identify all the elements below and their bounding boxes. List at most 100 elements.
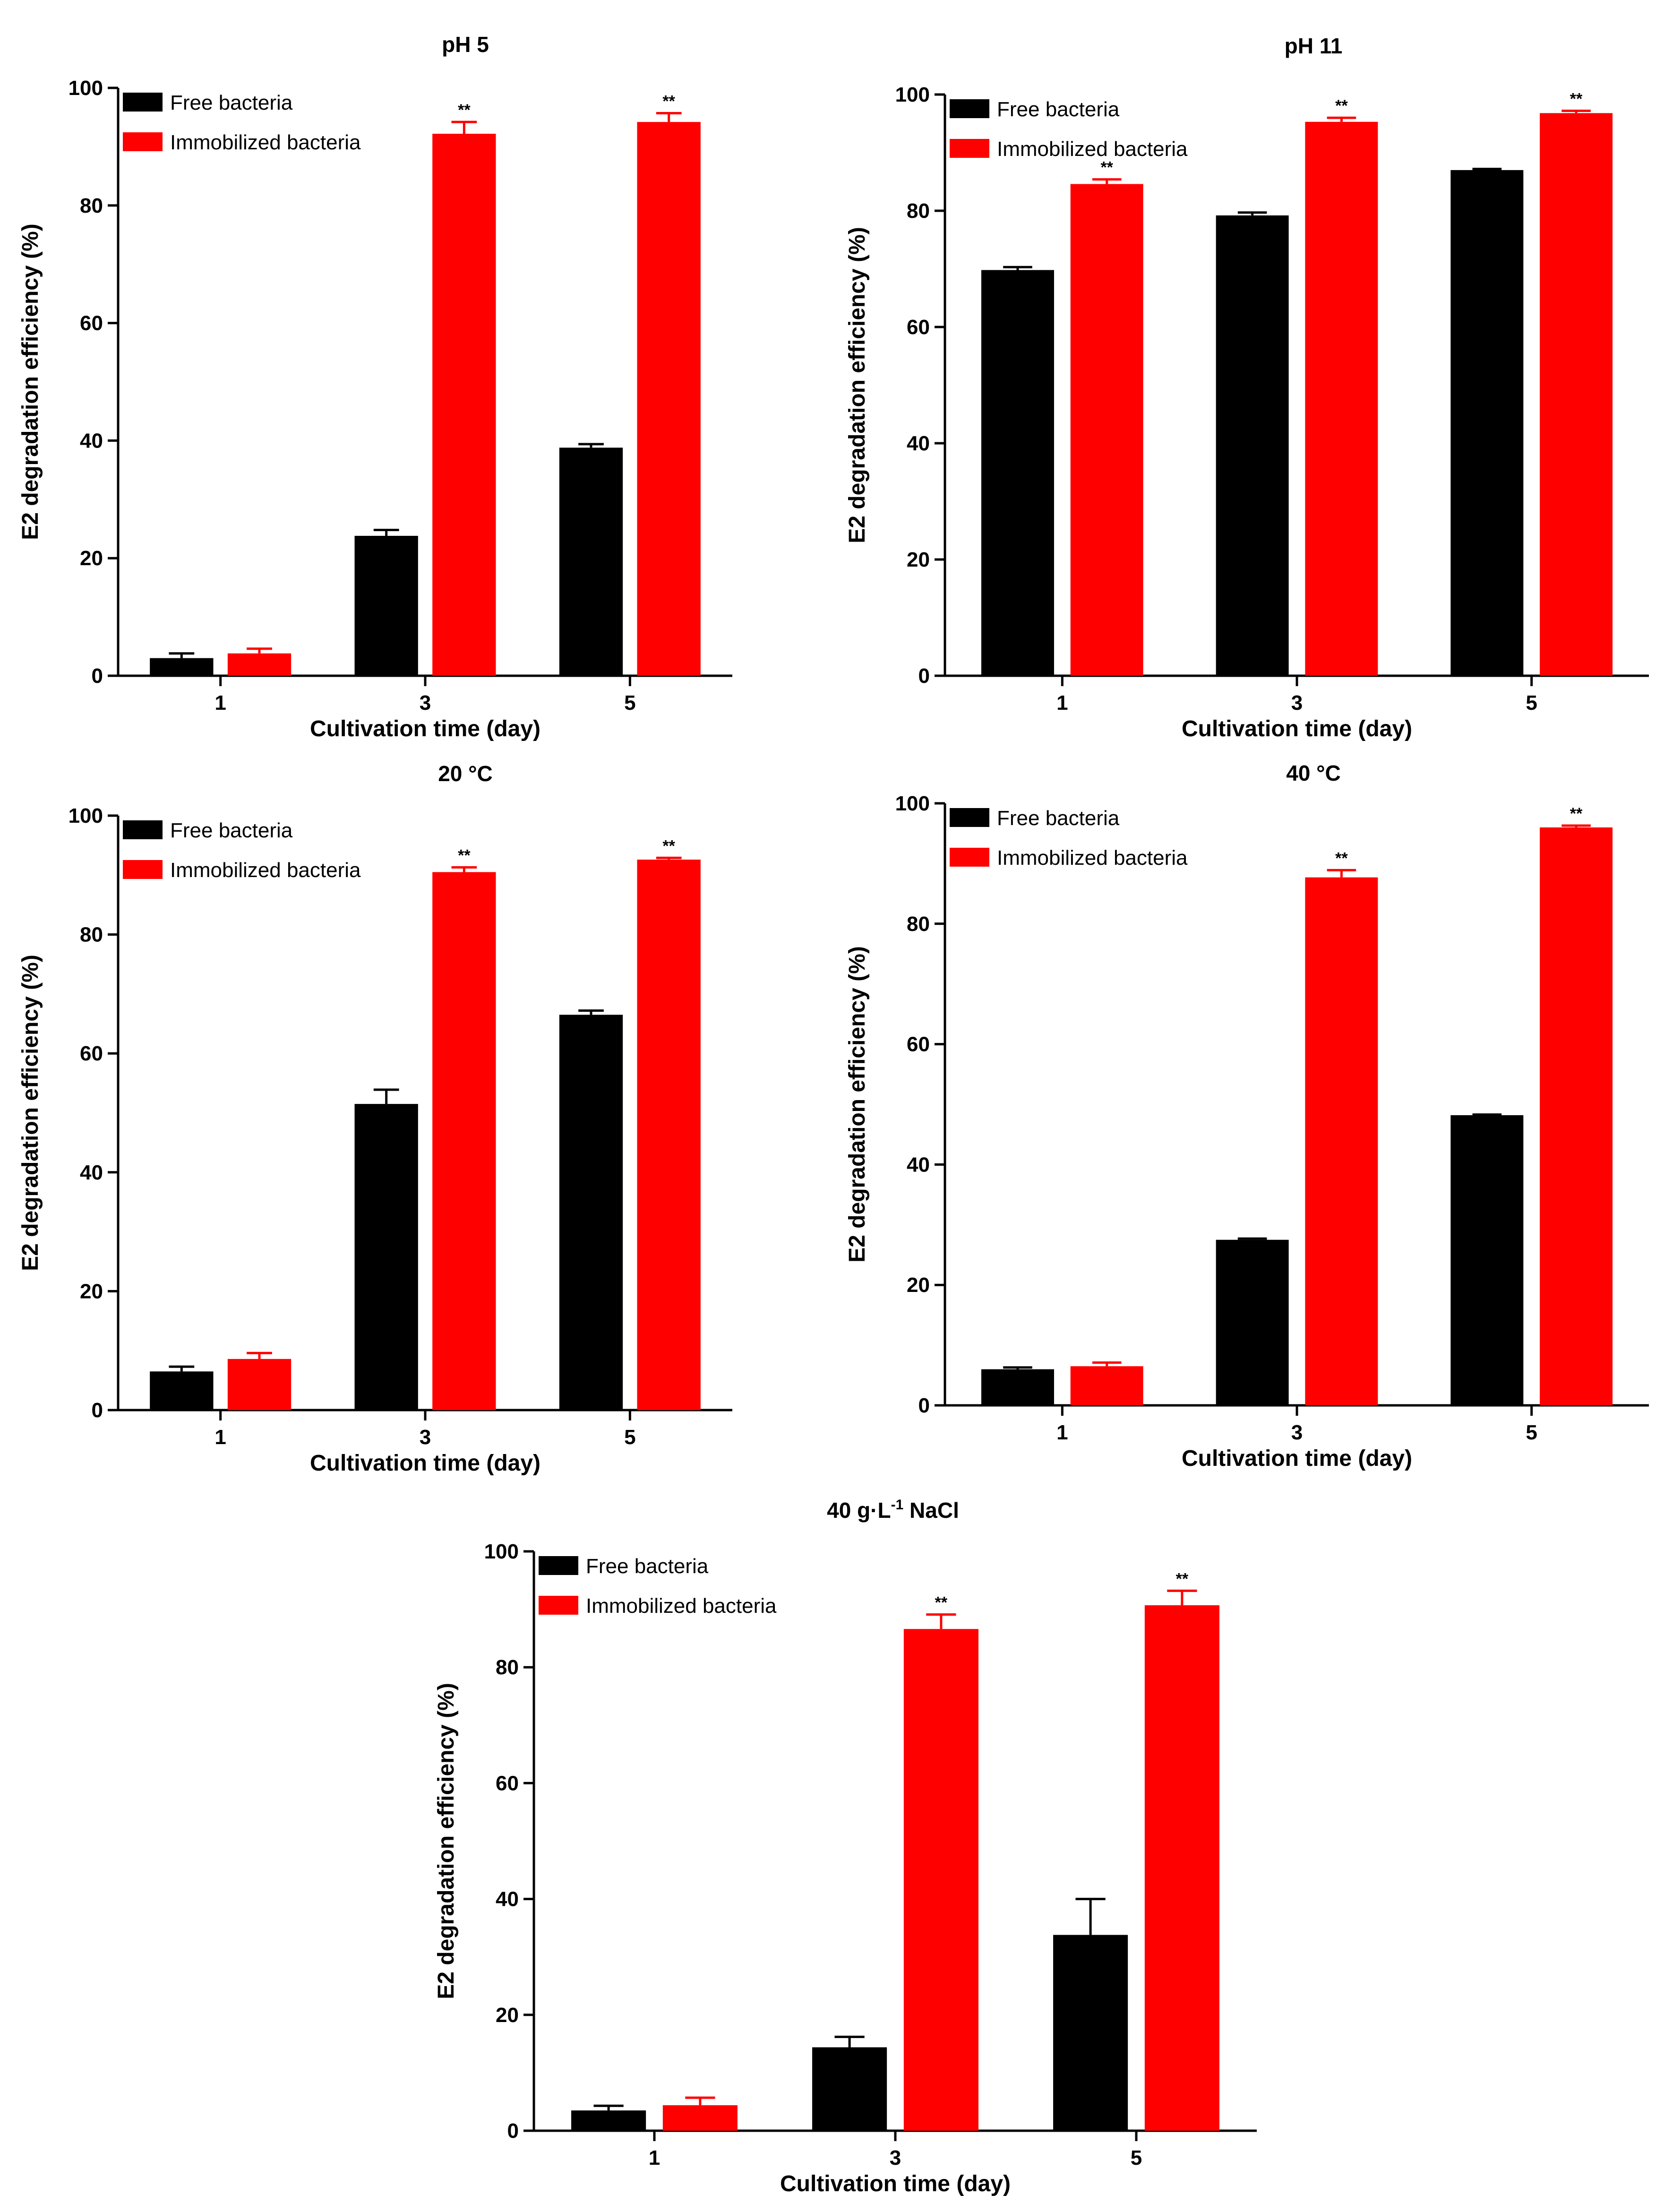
bar-free-bacteria bbox=[354, 1104, 418, 1410]
x-tick-label: 5 bbox=[624, 1426, 635, 1449]
y-tick-label: 100 bbox=[69, 77, 103, 100]
legend-label: Free bacteria bbox=[997, 807, 1120, 830]
significance-marker: ** bbox=[1100, 159, 1113, 177]
significance-marker: ** bbox=[1335, 849, 1348, 867]
y-tick-label: 20 bbox=[496, 2004, 519, 2027]
x-tick-label: 1 bbox=[1056, 691, 1068, 714]
bar-free-bacteria bbox=[571, 2110, 646, 2131]
y-tick-label: 40 bbox=[907, 1153, 930, 1176]
chart-panel: 40 °C 0 20 40 60 80 100 E2 degradation efficien… bbox=[845, 761, 1649, 1471]
legend-swatch-free bbox=[950, 808, 989, 827]
chart-title-main: pH 5 bbox=[442, 32, 489, 57]
x-tick-label: 5 bbox=[1526, 691, 1537, 714]
bar-free-bacteria bbox=[1450, 170, 1524, 676]
bar-immobilized-bacteria bbox=[1070, 184, 1143, 676]
x-tick-label: 5 bbox=[1131, 2146, 1142, 2169]
significance-marker: ** bbox=[662, 92, 675, 110]
x-axis-label: Cultivation time (day) bbox=[310, 716, 541, 741]
y-axis-label: E2 degradation efficiency (%) bbox=[18, 955, 43, 1271]
legend-swatch-free bbox=[123, 820, 163, 839]
legend-label: Immobilized bacteria bbox=[586, 1594, 777, 1618]
y-tick-label: 80 bbox=[907, 199, 930, 223]
y-tick-label: 100 bbox=[895, 83, 930, 106]
bar-immobilized-bacteria bbox=[903, 1629, 978, 2131]
bar-free-bacteria bbox=[981, 270, 1054, 676]
bar-immobilized-bacteria bbox=[227, 1359, 292, 1410]
bar-immobilized-bacteria bbox=[1540, 827, 1613, 1405]
y-tick-label: 40 bbox=[496, 1888, 519, 1911]
y-tick-label: 0 bbox=[918, 1394, 930, 1417]
legend-swatch-free bbox=[950, 99, 989, 118]
y-tick-label: 100 bbox=[484, 1540, 519, 1563]
x-tick-label: 1 bbox=[214, 1426, 226, 1449]
chart-title: 20 °C bbox=[438, 761, 493, 786]
bar-immobilized-bacteria bbox=[1305, 121, 1378, 676]
y-tick-label: 60 bbox=[496, 1772, 519, 1795]
legend-label: Immobilized bacteria bbox=[997, 846, 1188, 869]
legend-swatch-immobilized bbox=[123, 132, 163, 151]
x-axis-label: Cultivation time (day) bbox=[1182, 716, 1412, 741]
chart-panel: 40 g·L-1 NaCl 0 20 40 60 80 100 E2 degradation … bbox=[434, 1497, 1257, 2196]
chart-title-main: pH 11 bbox=[1285, 34, 1343, 58]
y-tick-label: 40 bbox=[907, 432, 930, 455]
legend-label: Free bacteria bbox=[997, 98, 1120, 121]
legend-label: Immobilized bacteria bbox=[997, 138, 1188, 161]
x-tick-label: 3 bbox=[1291, 1421, 1303, 1444]
y-axis-label: E2 degradation efficiency (%) bbox=[845, 946, 870, 1263]
x-tick-label: 1 bbox=[214, 691, 226, 714]
y-tick-label: 80 bbox=[80, 194, 103, 217]
chart-title: 40 °C bbox=[1286, 761, 1341, 785]
x-tick-label: 1 bbox=[1056, 1421, 1068, 1444]
bar-free-bacteria bbox=[1216, 1239, 1289, 1405]
bar-immobilized-bacteria bbox=[227, 653, 292, 676]
chart-title: pH 11 bbox=[1285, 34, 1343, 58]
bar-immobilized-bacteria bbox=[1144, 1605, 1219, 2131]
y-tick-label: 20 bbox=[80, 1280, 103, 1303]
legend-label: Free bacteria bbox=[170, 819, 293, 842]
chart-title-superscript: -1 bbox=[891, 1497, 904, 1513]
chart-title: pH 5 bbox=[442, 32, 489, 57]
bar-immobilized-bacteria bbox=[1540, 113, 1613, 676]
bar-immobilized-bacteria bbox=[637, 122, 701, 676]
x-tick-label: 3 bbox=[1291, 691, 1303, 714]
legend-swatch-immobilized bbox=[123, 860, 163, 879]
y-tick-label: 0 bbox=[918, 664, 930, 688]
y-axis-label: E2 degradation efficiency (%) bbox=[845, 227, 870, 543]
bar-immobilized-bacteria bbox=[432, 872, 496, 1410]
significance-marker: ** bbox=[662, 837, 675, 855]
y-tick-label: 20 bbox=[907, 1274, 930, 1297]
bar-free-bacteria bbox=[150, 1371, 214, 1410]
bar-free-bacteria bbox=[559, 1015, 623, 1410]
y-axis-label: E2 degradation efficiency (%) bbox=[18, 224, 43, 540]
y-tick-label: 80 bbox=[496, 1656, 519, 1679]
chart-title-main: 20 °C bbox=[438, 761, 493, 786]
y-tick-label: 0 bbox=[92, 1399, 103, 1422]
legend-label: Free bacteria bbox=[170, 91, 293, 114]
bar-immobilized-bacteria bbox=[1305, 877, 1378, 1405]
y-tick-label: 20 bbox=[907, 548, 930, 571]
bar-immobilized-bacteria bbox=[1070, 1366, 1143, 1405]
x-tick-label: 1 bbox=[649, 2146, 660, 2169]
y-tick-label: 0 bbox=[507, 2119, 519, 2143]
x-axis-label: Cultivation time (day) bbox=[780, 2171, 1011, 2196]
legend-swatch-immobilized bbox=[950, 848, 989, 867]
y-tick-label: 60 bbox=[907, 1033, 930, 1056]
significance-marker: ** bbox=[1335, 97, 1348, 115]
significance-marker: ** bbox=[1570, 90, 1583, 108]
significance-marker: ** bbox=[1176, 1570, 1189, 1588]
legend-label: Free bacteria bbox=[586, 1555, 709, 1578]
bar-immobilized-bacteria bbox=[432, 134, 496, 676]
y-tick-label: 60 bbox=[80, 1042, 103, 1065]
legend-swatch-free bbox=[539, 1556, 578, 1575]
chart-title-main: 40 g·L bbox=[827, 1498, 891, 1523]
x-tick-label: 3 bbox=[420, 1426, 431, 1449]
legend-label: Immobilized bacteria bbox=[170, 859, 361, 882]
bar-immobilized-bacteria bbox=[662, 2105, 738, 2131]
bar-free-bacteria bbox=[354, 535, 418, 676]
y-tick-label: 20 bbox=[80, 547, 103, 570]
bar-immobilized-bacteria bbox=[637, 860, 701, 1410]
legend-swatch-immobilized bbox=[950, 139, 989, 158]
x-axis-label: Cultivation time (day) bbox=[310, 1451, 541, 1476]
y-tick-label: 80 bbox=[907, 912, 930, 936]
bar-free-bacteria bbox=[1216, 215, 1289, 676]
